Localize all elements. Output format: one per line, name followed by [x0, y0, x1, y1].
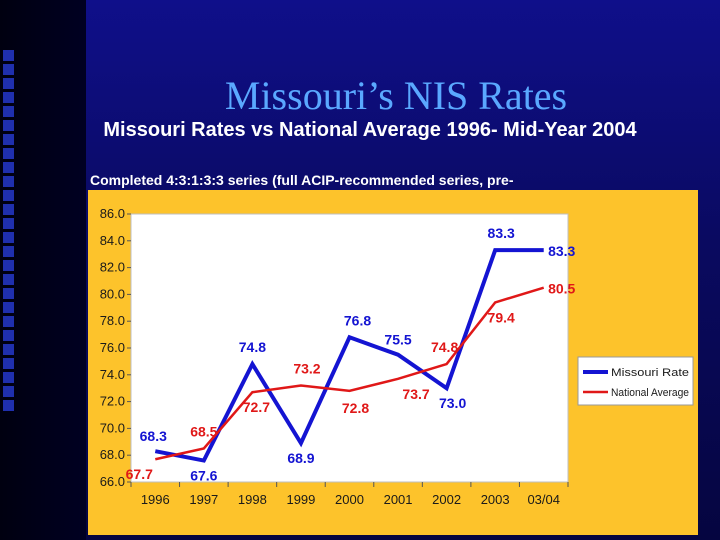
data-label: 83.3	[548, 243, 575, 259]
x-tick-label: 1998	[238, 492, 267, 507]
slide-subtitle-series: Completed 4:3:1:3:3 series (full ACIP-re…	[90, 172, 514, 188]
slide-title: Missouri’s NIS Rates	[224, 73, 568, 118]
x-tick-label: 03/04	[527, 492, 560, 507]
x-axis: 1996 1997 1998 1999 2000 2001 2002 2003 03/04	[130, 482, 569, 507]
side-square	[3, 176, 14, 187]
data-label: 72.8	[342, 400, 369, 416]
data-labels: 68.3 67.6 74.8 68.9 76.8 75.5 73.0 83.3 83.3 67.7…	[126, 225, 576, 483]
side-square	[3, 64, 14, 75]
chart-container: 66.0 68.0 70.0 72.0 74.0 76.0 78.0 80.0 82.0 84.0…	[88, 190, 698, 535]
side-decoration	[3, 50, 17, 411]
data-label: 67.6	[190, 468, 217, 484]
legend: Missouri Rate National Average	[577, 356, 694, 406]
side-square	[3, 246, 14, 257]
data-label: 68.3	[140, 428, 167, 444]
plot-area	[130, 213, 569, 483]
side-square	[3, 274, 14, 285]
line-chart: 66.0 68.0 70.0 72.0 74.0 76.0 78.0 80.0 82.0 84.0…	[88, 190, 698, 535]
side-square	[3, 232, 14, 243]
y-axis: 66.0 68.0 70.0 72.0 74.0 76.0 78.0 80.0 82.0 84.0…	[100, 206, 131, 489]
y-tick-label: 78.0	[100, 313, 125, 328]
side-square	[3, 400, 14, 411]
data-label: 76.8	[344, 312, 371, 328]
data-label: 68.5	[190, 424, 217, 440]
side-square	[3, 218, 14, 229]
y-tick-label: 74.0	[100, 367, 125, 382]
y-tick-label: 76.0	[100, 340, 125, 355]
side-square	[3, 260, 14, 271]
data-label: 83.3	[488, 225, 515, 241]
data-label: 75.5	[384, 332, 411, 348]
x-tick-label: 2002	[432, 492, 461, 507]
data-label: 80.5	[548, 281, 575, 297]
legend-label: National Average	[611, 387, 689, 399]
y-tick-label: 72.0	[100, 394, 125, 409]
data-label: 67.7	[126, 466, 153, 482]
side-square	[3, 330, 14, 341]
y-tick-label: 84.0	[100, 233, 125, 248]
slide-subtitle: Missouri Rates vs National Average 1996-…	[103, 119, 637, 141]
side-square	[3, 148, 14, 159]
series-line-national-average	[155, 286, 545, 461]
y-tick-label: 82.0	[100, 260, 125, 275]
side-square	[3, 78, 14, 89]
x-tick-label: 2001	[384, 492, 413, 507]
side-square	[3, 120, 14, 131]
left-background	[0, 0, 86, 540]
y-tick-label: 66.0	[100, 474, 125, 489]
x-tick-label: 1999	[286, 492, 315, 507]
legend-label: Missouri Rate	[611, 367, 689, 379]
side-square	[3, 316, 14, 327]
side-square	[3, 134, 14, 145]
x-tick-label: 2003	[481, 492, 510, 507]
data-label: 79.4	[488, 309, 515, 325]
x-tick-label: 1996	[141, 492, 170, 507]
data-label: 68.9	[287, 450, 314, 466]
y-tick-label: 70.0	[100, 420, 125, 435]
data-label: 73.0	[439, 395, 466, 411]
side-square	[3, 372, 14, 383]
x-tick-label: 1997	[189, 492, 218, 507]
data-label: 72.7	[243, 399, 270, 415]
side-square	[3, 92, 14, 103]
side-square	[3, 302, 14, 313]
side-square	[3, 162, 14, 173]
data-label: 74.8	[431, 339, 458, 355]
data-label: 73.2	[293, 361, 320, 377]
series-lines	[154, 248, 545, 463]
y-tick-label: 80.0	[100, 286, 125, 301]
side-square	[3, 50, 14, 61]
side-square	[3, 204, 14, 215]
side-square	[3, 386, 14, 397]
y-tick-label: 86.0	[100, 206, 125, 221]
legend-box	[577, 356, 694, 406]
side-square	[3, 106, 14, 117]
data-label: 73.7	[402, 386, 429, 402]
side-square	[3, 344, 14, 355]
side-square	[3, 288, 14, 299]
data-label: 74.8	[239, 339, 266, 355]
y-tick-label: 68.0	[100, 447, 125, 462]
side-square	[3, 358, 14, 369]
side-square	[3, 190, 14, 201]
x-tick-label: 2000	[335, 492, 364, 507]
